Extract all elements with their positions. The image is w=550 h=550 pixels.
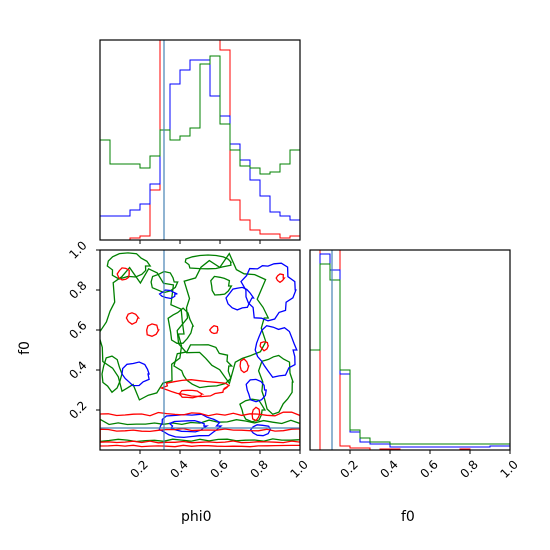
f0-yaxis-tick-label: 0.8 [66, 278, 89, 301]
contour-series-3-level-4 [173, 344, 234, 389]
phi0-axis-tick-label: 0.4 [167, 457, 190, 480]
x-axis-label-phi0: phi0 [181, 509, 212, 525]
contour-series-2-level-1 [158, 413, 223, 439]
contour-series-1-level-4 [178, 389, 205, 399]
contour-series-1-level-10 [251, 406, 261, 422]
f0-axis-tick-label: 0.2 [337, 457, 360, 480]
f0-yaxis-tick-label: 0.4 [66, 358, 89, 381]
contour-series-2-level-9 [249, 424, 272, 437]
phi0-axis-tick-label: 0.8 [247, 457, 270, 480]
contour-series-1-level-3 [159, 379, 231, 398]
f0-axis-tick-label: 0.6 [417, 457, 440, 480]
y-axis-label-f0: f0 [16, 341, 33, 355]
contour-series-1-level-9 [259, 341, 270, 352]
phi0-hist-series-3-step [100, 55, 300, 175]
contour-series-2-level-5 [225, 286, 255, 311]
contour-series-3-level-3 [176, 252, 270, 385]
contour-series-3-level-5 [257, 354, 294, 416]
contour-series-2-level-3 [240, 262, 297, 322]
contour-series-1-level-11 [208, 324, 219, 335]
contour-series-2-level-8 [158, 289, 178, 300]
contour-series-3-level-6 [106, 252, 152, 280]
contour-frame [99, 249, 301, 451]
f0-hist-series-3-step [310, 263, 510, 445]
phi0-histogram-panel [99, 39, 301, 244]
x-axis-label-f0: f0 [401, 509, 415, 525]
phi0-axis-tick-label: 0.6 [207, 457, 230, 480]
contour-series-3-level-10 [239, 398, 267, 423]
f0-axis-tick-label: 0.8 [457, 457, 480, 480]
contour-series-1-level-2 [100, 427, 300, 448]
contour-series-1-level-7 [146, 323, 160, 337]
contour-series-3-level-12 [210, 275, 233, 296]
contour-series-2-level-7 [245, 378, 267, 403]
phi0-hist-frame [99, 39, 301, 241]
f0-yaxis-tick-label: 1.0 [66, 238, 89, 261]
contour-series-1-level-1 [100, 411, 300, 444]
f0-yaxis-tick-label: 0.2 [66, 398, 89, 421]
f0-yaxis-tick-label: 0.6 [66, 318, 89, 341]
phi0-axis-tick-label: 1.0 [287, 457, 310, 480]
phi0-hist-series-1-step [100, 40, 300, 240]
f0-axis-tick-label: 1.0 [497, 457, 520, 480]
phi0-f0-contour-panel: 0.2 0.4 0.6 0.8 1.0 0.2 0.4 0.6 0.8 1.0 [66, 238, 311, 481]
contour-series-3-level-11 [167, 307, 195, 344]
f0-hist-frame [309, 249, 511, 451]
contour-series-1-level-12 [275, 273, 286, 284]
contour-series-1-level-8 [239, 358, 250, 374]
contour-series-2-level-6 [121, 361, 151, 387]
contour-series-1-level-5 [116, 267, 130, 281]
f0-hist-series-1-step [310, 250, 510, 450]
contour-series-1-level-6 [125, 312, 141, 325]
f0-axis-tick-label: 0.4 [377, 457, 400, 480]
f0-histogram-panel: 0.2 0.4 0.6 0.8 1.0 [309, 249, 521, 481]
phi0-axis-tick-label: 0.2 [127, 457, 150, 480]
contour-series-3-level-9 [150, 270, 179, 294]
contour-series-3-level-8 [101, 355, 123, 394]
contour-series-2-level-4 [254, 324, 298, 379]
contour-series-3-level-7 [184, 254, 233, 270]
